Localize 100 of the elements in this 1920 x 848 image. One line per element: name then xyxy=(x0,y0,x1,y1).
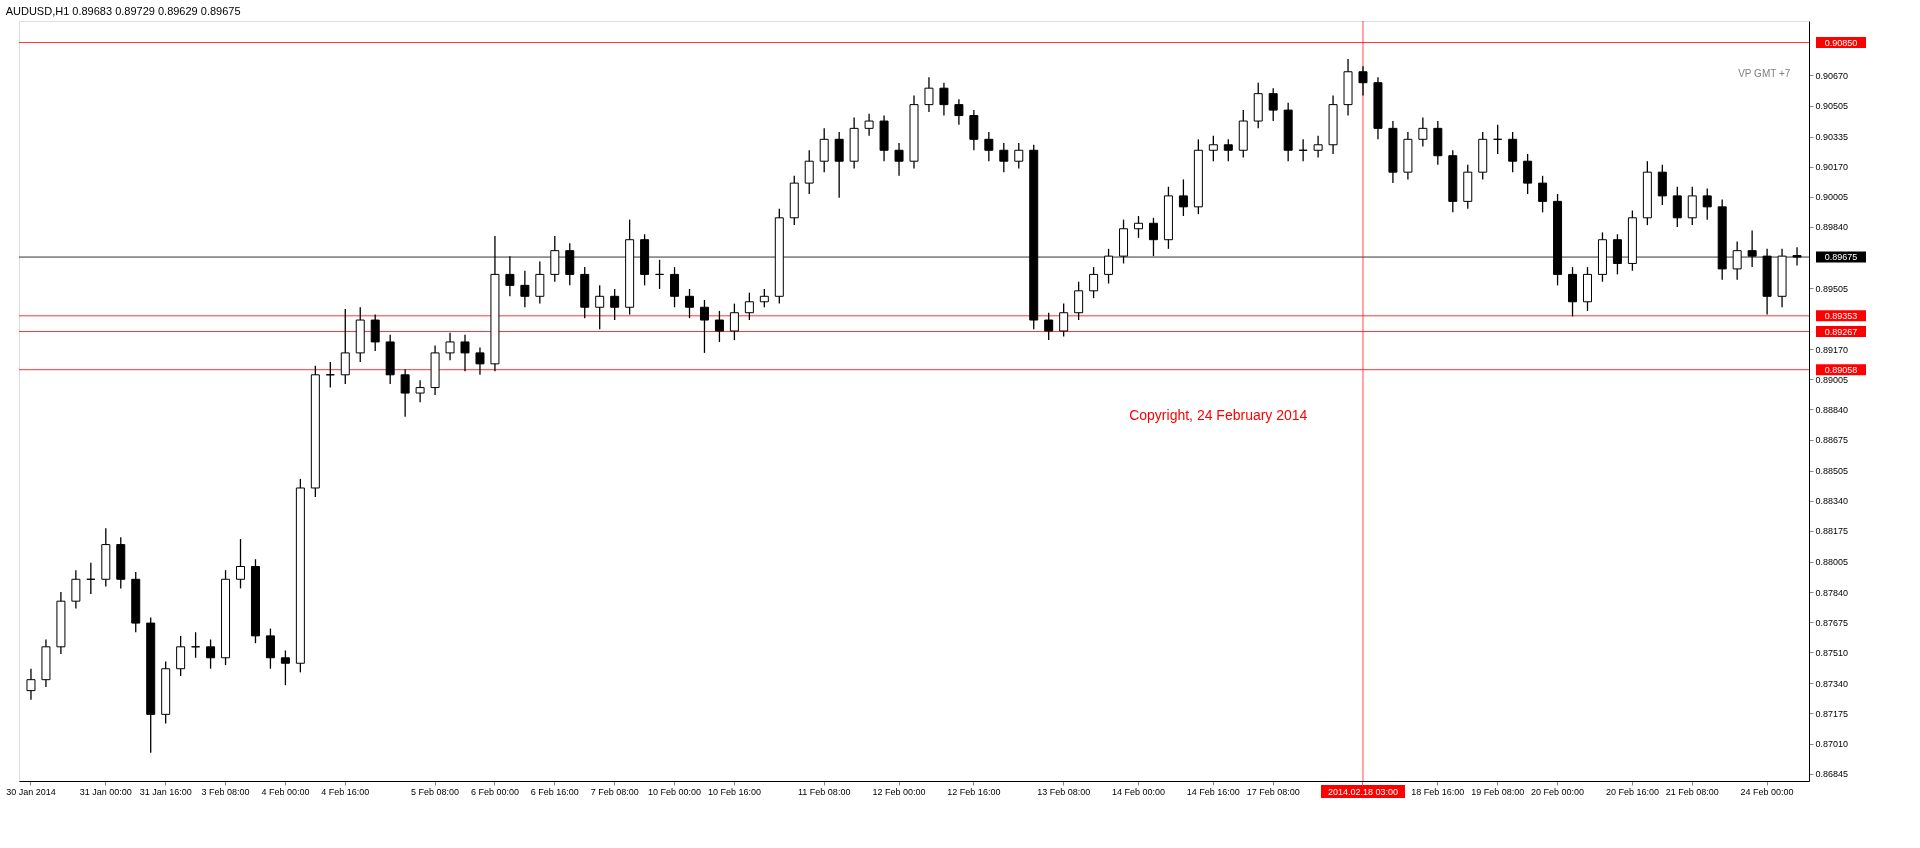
candlestick xyxy=(1178,178,1188,217)
x-tick-label: 5 Feb 08:00 xyxy=(411,786,460,797)
ref-line-label: 0.90850 xyxy=(1824,37,1858,48)
candlestick xyxy=(370,313,380,352)
candlestick xyxy=(670,266,680,308)
candlestick xyxy=(1672,186,1682,228)
candlestick xyxy=(984,131,994,162)
y-tick-label: 0.89170 xyxy=(1815,344,1849,355)
candlestick xyxy=(400,368,410,418)
candlestick xyxy=(1208,135,1218,162)
candlestick xyxy=(1014,142,1024,170)
y-tick-label: 0.88175 xyxy=(1815,526,1849,537)
x-tick-label: 13 Feb 08:00 xyxy=(1037,786,1091,797)
candlestick xyxy=(864,113,874,137)
x-tick-label: 4 Feb 00:00 xyxy=(261,786,310,797)
candlestick xyxy=(729,302,739,341)
candlestick xyxy=(1268,87,1278,122)
y-tick-label: 0.87010 xyxy=(1815,739,1849,750)
annotation: VP GMT +7 xyxy=(1738,68,1791,80)
x-tick-label: 12 Feb 16:00 xyxy=(947,786,1001,797)
candlestick xyxy=(1538,175,1548,213)
x-tick-label: 10 Feb 00:00 xyxy=(648,786,702,797)
candlestick xyxy=(954,98,964,126)
candlestick xyxy=(1313,135,1323,159)
candlestick xyxy=(26,668,36,701)
candlestick xyxy=(280,649,290,686)
x-tick-label: 30 Jan 2014 xyxy=(6,786,56,797)
candlestick xyxy=(1687,186,1697,226)
y-tick-label: 0.87340 xyxy=(1815,678,1849,689)
candlestick xyxy=(924,76,934,113)
y-tick-label: 0.88005 xyxy=(1815,557,1849,568)
ref-line-label: 0.89353 xyxy=(1824,310,1858,321)
x-tick-label: 19 Feb 08:00 xyxy=(1471,786,1525,797)
candlestick xyxy=(1044,312,1054,341)
y-tick-label: 0.89840 xyxy=(1815,222,1849,233)
y-tick-label: 0.87175 xyxy=(1815,708,1849,719)
y-tick-label: 0.86845 xyxy=(1815,769,1849,780)
x-tick-label: 7 Feb 08:00 xyxy=(590,786,639,797)
candlestick xyxy=(1134,215,1143,239)
candlestick xyxy=(1059,302,1069,338)
candlestick xyxy=(939,82,949,117)
candlestick xyxy=(999,142,1009,173)
y-tick-label: 0.90670 xyxy=(1815,70,1849,81)
candlestick xyxy=(1702,187,1712,221)
x-tick-label: 20 Feb 16:00 xyxy=(1605,786,1659,797)
x-tick-label: 11 Feb 08:00 xyxy=(798,786,851,797)
candlestick xyxy=(759,288,769,308)
x-tick-label: 2014.02.18 03:00 xyxy=(1327,786,1399,797)
candlestick xyxy=(340,308,350,385)
candlestick xyxy=(71,569,81,610)
y-tick-label: 0.90170 xyxy=(1815,162,1849,173)
x-tick-label: 12 Feb 00:00 xyxy=(872,786,926,797)
y-tick-label: 0.89005 xyxy=(1815,374,1849,385)
candlestick xyxy=(834,131,844,199)
y-tick-label: 0.88675 xyxy=(1815,435,1849,446)
candlestick xyxy=(1223,138,1233,162)
candlestick xyxy=(475,346,485,376)
candlestick xyxy=(460,333,470,372)
candlestick xyxy=(1074,281,1084,321)
x-tick-label: 20 Feb 00:00 xyxy=(1531,786,1585,797)
y-tick-label: 0.89505 xyxy=(1815,283,1849,294)
x-tick-label: 14 Feb 00:00 xyxy=(1111,786,1166,797)
annotation: Copyright, 24 February 2014 xyxy=(1129,407,1308,424)
y-tick-label: 0.90005 xyxy=(1815,192,1849,203)
x-tick-label: 17 Feb 08:00 xyxy=(1246,786,1300,797)
y-tick-label: 0.87840 xyxy=(1815,587,1849,598)
x-tick-label: 10 Feb 16:00 xyxy=(707,786,761,797)
candlestick xyxy=(176,635,186,677)
candlestick xyxy=(1523,153,1533,195)
chart-title: AUDUSD,H1 0.89683 0.89729 0.89629 0.89675 xyxy=(5,4,241,17)
x-tick-label: 14 Feb 16:00 xyxy=(1186,786,1240,797)
candlestick xyxy=(445,332,455,361)
candlestick xyxy=(969,109,979,151)
y-tick-label: 0.90335 xyxy=(1815,132,1849,143)
y-tick-label: 0.88340 xyxy=(1815,496,1849,507)
y-tick-label: 0.88840 xyxy=(1815,404,1849,415)
candlestick xyxy=(819,127,829,173)
candlestick xyxy=(1358,65,1368,97)
candlestick xyxy=(610,288,620,321)
y-tick-label: 0.87675 xyxy=(1815,617,1849,628)
candlestick xyxy=(894,142,904,177)
candlestick xyxy=(804,149,814,195)
ref-line-label: 0.89267 xyxy=(1824,326,1858,337)
x-tick-label: 18 Feb 16:00 xyxy=(1411,786,1465,797)
y-tick-label: 0.87510 xyxy=(1815,647,1849,658)
candlestick xyxy=(265,627,275,670)
candlestick xyxy=(595,284,605,330)
candlestick xyxy=(1508,131,1518,173)
candlestick xyxy=(236,538,246,590)
x-tick-label: 4 Feb 16:00 xyxy=(321,786,370,797)
y-tick-label: 0.88505 xyxy=(1815,466,1849,477)
x-tick-label: 6 Feb 16:00 xyxy=(530,786,579,797)
candlestick xyxy=(744,292,754,321)
candlestick xyxy=(685,288,694,319)
ref-line-label: 0.89675 xyxy=(1824,252,1858,263)
candlestick xyxy=(1089,266,1099,299)
candlestick xyxy=(1657,164,1667,206)
candlestick xyxy=(415,379,425,403)
x-tick-label: 31 Jan 00:00 xyxy=(79,786,132,797)
candlestick xyxy=(1418,116,1428,148)
